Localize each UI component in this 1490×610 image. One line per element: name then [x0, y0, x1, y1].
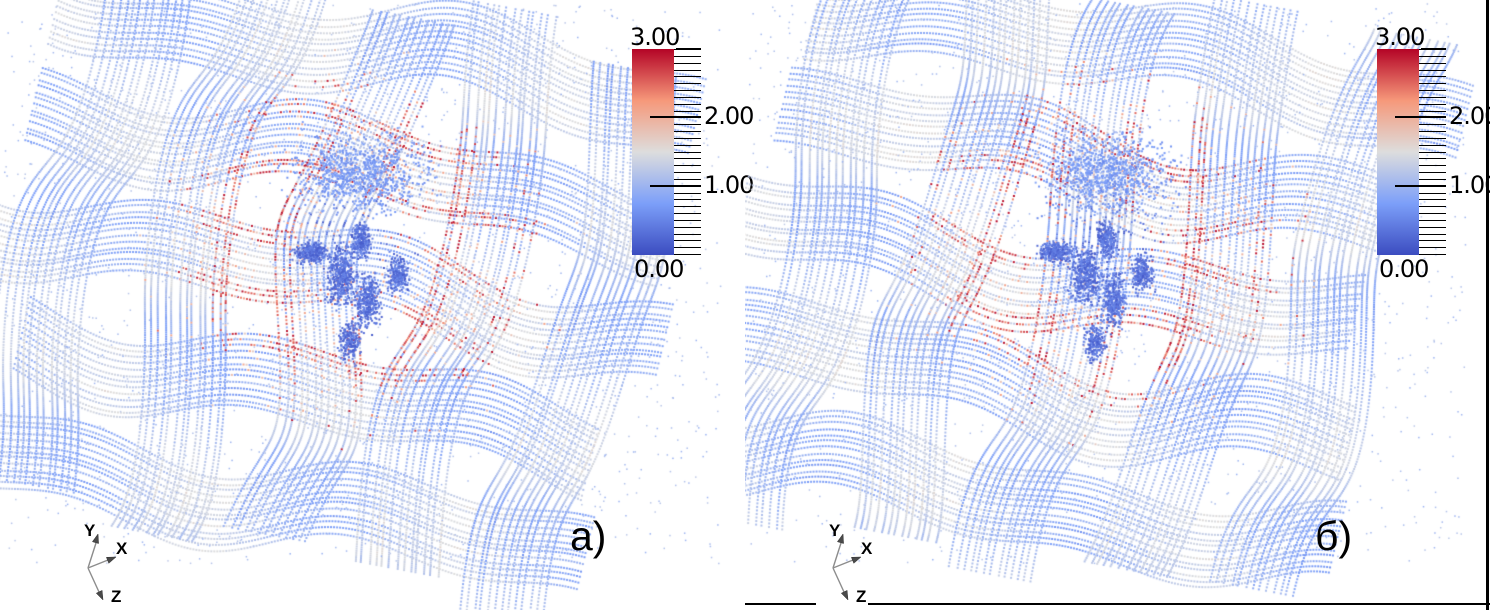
axis-arrow-z-icon: [840, 590, 849, 601]
axis-triad: Y X Z: [84, 521, 128, 606]
axis-line-z: [87, 567, 100, 593]
panel-a: 3.00 2.00 1.00 0.00 Y X Z а): [0, 0, 754, 610]
axis-label-z: Z: [856, 587, 866, 606]
point-cloud-canvas-b: [745, 0, 1490, 610]
axis-line-x: [832, 559, 854, 569]
axis-label-x: X: [861, 539, 873, 558]
axis-line-y: [832, 542, 842, 569]
axis-arrow-y-icon: [91, 533, 99, 544]
bottom-rule-right: [868, 603, 1490, 605]
axis-line-x: [87, 559, 109, 569]
axis-arrow-y-icon: [836, 533, 844, 544]
axis-arrow-x-icon: [106, 556, 117, 564]
panel-label-b: б): [1315, 513, 1353, 559]
axis-line-y: [87, 542, 97, 569]
axis-label-y: Y: [829, 521, 841, 540]
panel-label-a: а): [570, 513, 607, 559]
point-cloud-canvas-a: [0, 0, 745, 610]
axis-label-x: X: [116, 539, 128, 558]
bottom-rule-left: [745, 603, 816, 605]
axis-triad: Y X Z: [829, 521, 873, 606]
right-border-line: [1486, 0, 1489, 610]
panel-b: 3.00 2.00 1.00 0.00 Y X Z б): [745, 0, 1490, 610]
axis-arrow-z-icon: [95, 590, 104, 601]
axis-label-y: Y: [84, 521, 96, 540]
axis-arrow-x-icon: [851, 556, 862, 564]
axis-line-z: [832, 567, 845, 593]
axis-label-z: Z: [111, 587, 121, 606]
